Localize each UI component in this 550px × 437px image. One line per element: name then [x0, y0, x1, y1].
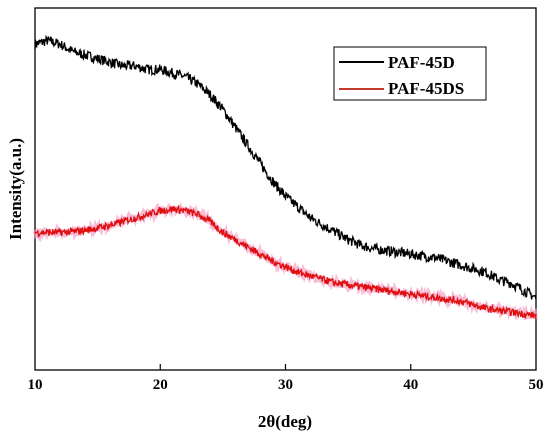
y-axis-title: Intensity(a.u.) [6, 138, 25, 240]
series-line-paf-45ds [34, 204, 537, 320]
x-tick-label: 50 [529, 377, 544, 393]
legend-box [333, 46, 487, 101]
series-line-paf-45d [34, 34, 537, 300]
x-tick-label: 20 [153, 377, 168, 393]
x-tick-label: 40 [403, 377, 418, 393]
series-layer [33, 34, 538, 321]
legend-label-paf-45ds: PAF-45DS [388, 79, 464, 98]
x-tick-label: 30 [278, 377, 293, 393]
x-axis-title: 2θ(deg) [258, 412, 312, 431]
legend: PAF-45D PAF-45DS [333, 46, 487, 101]
legend-label-paf-45d: PAF-45D [388, 53, 455, 72]
x-axis-ticks: 10 20 30 40 50 [28, 364, 544, 393]
x-tick-label: 10 [28, 377, 43, 393]
